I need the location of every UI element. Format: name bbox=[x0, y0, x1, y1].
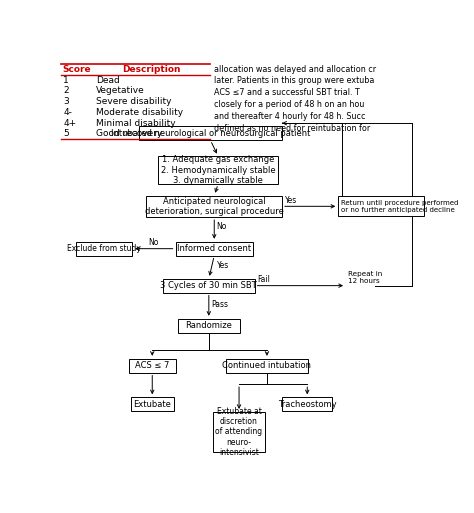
FancyBboxPatch shape bbox=[175, 242, 253, 255]
Text: Dead: Dead bbox=[96, 75, 119, 85]
FancyBboxPatch shape bbox=[146, 195, 282, 217]
Text: No: No bbox=[149, 238, 159, 247]
Text: Repeat in
12 hours: Repeat in 12 hours bbox=[347, 271, 382, 284]
Text: Severe disability: Severe disability bbox=[96, 97, 171, 106]
FancyBboxPatch shape bbox=[282, 397, 332, 411]
Text: Vegetative: Vegetative bbox=[96, 86, 145, 95]
Text: Informed consent: Informed consent bbox=[177, 244, 251, 253]
Text: Extubate: Extubate bbox=[133, 400, 171, 409]
Text: Yes: Yes bbox=[217, 262, 229, 270]
Text: Tracheostomy: Tracheostomy bbox=[278, 400, 337, 409]
Text: Return until procedure performed
or no further anticipated decline: Return until procedure performed or no f… bbox=[341, 200, 459, 213]
Text: 3: 3 bbox=[63, 97, 69, 106]
Text: Yes: Yes bbox=[285, 196, 297, 205]
Text: 1: 1 bbox=[63, 75, 69, 85]
Text: 3 Cycles of 30 min SBT: 3 Cycles of 30 min SBT bbox=[161, 281, 257, 290]
Text: 5: 5 bbox=[63, 129, 69, 139]
Text: 1. Adequate gas exchange
2. Hemodynamically stable
3. dynamically stable: 1. Adequate gas exchange 2. Hemodynamica… bbox=[161, 155, 275, 185]
Text: Extubate at
discretion
of attending
neuro-
intensivist: Extubate at discretion of attending neur… bbox=[216, 407, 263, 457]
Text: Randomize: Randomize bbox=[185, 321, 232, 330]
FancyBboxPatch shape bbox=[131, 397, 173, 411]
Text: Continued intubation: Continued intubation bbox=[222, 361, 311, 370]
FancyBboxPatch shape bbox=[178, 319, 240, 332]
FancyBboxPatch shape bbox=[158, 156, 278, 184]
Text: Pass: Pass bbox=[211, 300, 228, 309]
Text: Moderate disability: Moderate disability bbox=[96, 108, 183, 117]
FancyBboxPatch shape bbox=[338, 196, 423, 216]
Text: ACS ≤ 7: ACS ≤ 7 bbox=[135, 361, 169, 370]
Text: 4-: 4- bbox=[63, 108, 72, 117]
Text: Good recovery: Good recovery bbox=[96, 129, 162, 139]
FancyBboxPatch shape bbox=[129, 359, 175, 372]
FancyBboxPatch shape bbox=[163, 279, 255, 292]
Text: Exclude from study: Exclude from study bbox=[67, 244, 141, 253]
Text: 4+: 4+ bbox=[63, 119, 76, 128]
Text: allocation was delayed and allocation cr
later. Patients in this group were extu: allocation was delayed and allocation cr… bbox=[214, 65, 376, 133]
FancyBboxPatch shape bbox=[226, 359, 308, 372]
FancyBboxPatch shape bbox=[139, 126, 282, 140]
Text: Intubated neurological or neurosurgical patient: Intubated neurological or neurosurgical … bbox=[111, 129, 310, 137]
Text: No: No bbox=[217, 223, 227, 231]
Text: Minimal disability: Minimal disability bbox=[96, 119, 175, 128]
Text: Anticipated neurological
deterioration, surgical procedure: Anticipated neurological deterioration, … bbox=[145, 196, 283, 216]
Text: Description: Description bbox=[122, 65, 181, 74]
Text: Score: Score bbox=[63, 65, 91, 74]
FancyBboxPatch shape bbox=[213, 412, 265, 452]
FancyBboxPatch shape bbox=[76, 242, 132, 255]
Text: Fail: Fail bbox=[258, 275, 271, 284]
Text: 2: 2 bbox=[63, 86, 69, 95]
